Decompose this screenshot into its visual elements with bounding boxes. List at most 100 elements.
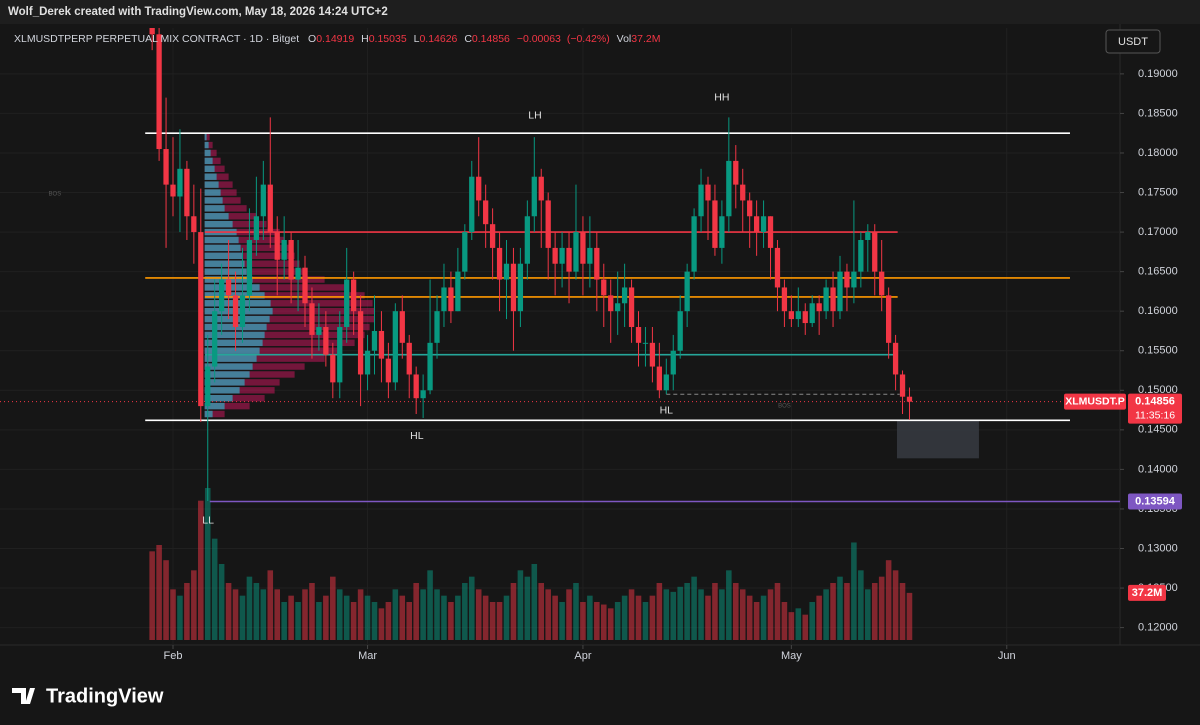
candle-body xyxy=(635,327,642,343)
candle-body xyxy=(663,374,669,391)
profile-up xyxy=(204,292,265,299)
candle-body xyxy=(691,216,697,272)
profile-up xyxy=(204,331,265,339)
volume-bar xyxy=(892,570,899,640)
candle-body xyxy=(885,295,892,343)
demand-zone xyxy=(896,420,979,459)
volume-bar xyxy=(545,589,551,640)
candle-body xyxy=(198,232,204,407)
profile-total xyxy=(204,133,210,141)
candle-body xyxy=(760,216,767,233)
x-tick-label: Mar xyxy=(358,650,377,662)
candle-body xyxy=(524,216,530,264)
annotation: LH xyxy=(528,110,541,122)
volume-bar xyxy=(788,612,795,640)
candle-body xyxy=(851,271,857,288)
volume-tag: 37.2M xyxy=(1132,587,1163,599)
candle-body xyxy=(469,176,475,233)
currency-button[interactable] xyxy=(1105,29,1161,54)
profile-up xyxy=(204,189,221,196)
candle-body xyxy=(615,303,621,312)
volume-bar xyxy=(635,595,642,640)
candle-body xyxy=(670,350,676,375)
volume-bar xyxy=(871,583,878,640)
volume-bar xyxy=(587,595,593,640)
x-tick-label: Jun xyxy=(998,650,1016,662)
volume-bar xyxy=(705,595,711,640)
candle-body xyxy=(406,342,412,375)
volume-bar xyxy=(323,595,329,640)
volume-bar xyxy=(274,589,280,640)
candle-body xyxy=(371,330,378,351)
volume-bar xyxy=(455,595,461,640)
candle-body xyxy=(218,279,225,312)
candle-body xyxy=(698,184,704,217)
profile-up xyxy=(204,379,245,386)
change: −0.00063 xyxy=(517,33,561,45)
candle-body xyxy=(462,232,468,272)
candle-body xyxy=(281,239,287,260)
candle-body xyxy=(802,311,808,324)
y-tick-label: 0.17500 xyxy=(1138,186,1178,198)
vol-value: 37.2M xyxy=(631,33,660,45)
candle-body xyxy=(246,239,253,296)
currency-button-label[interactable]: USDT xyxy=(1118,36,1148,48)
candle-body xyxy=(899,374,906,397)
candle-body xyxy=(302,267,308,304)
volume-bar xyxy=(462,583,468,640)
y-tick-label: 0.15000 xyxy=(1138,384,1178,396)
candle-body xyxy=(816,303,822,312)
profile-total xyxy=(204,220,267,228)
volume-bar xyxy=(809,602,815,640)
legend-line: XLMUSDTPERP PERPETUAL MIX CONTRACT · 1D … xyxy=(14,33,660,45)
volume-bar xyxy=(378,608,385,640)
candle-body xyxy=(483,200,489,225)
candle-body xyxy=(788,311,795,320)
price-tag: 0.14856 xyxy=(1135,396,1175,408)
volume-bar xyxy=(364,595,371,640)
volume-bar xyxy=(392,589,399,640)
volume-bar xyxy=(448,602,454,640)
profile-total xyxy=(204,410,225,418)
y-tick-label: 0.16000 xyxy=(1138,305,1178,317)
candle-body xyxy=(184,168,190,217)
candle-body xyxy=(441,287,447,312)
candle-body xyxy=(413,374,419,399)
volume-bar xyxy=(642,602,649,640)
candle-body xyxy=(392,311,398,383)
volume-tag-bg xyxy=(1128,584,1166,601)
candle-body xyxy=(385,358,392,383)
profile-up xyxy=(204,149,211,157)
volume-bar xyxy=(218,564,225,640)
candle-body xyxy=(538,176,544,201)
volume-bar xyxy=(156,545,162,640)
credit: Wolf_Derek created with TradingView.com,… xyxy=(8,6,388,18)
volume-bar xyxy=(760,595,767,640)
candle-body xyxy=(712,200,718,248)
volume-bar xyxy=(399,595,406,640)
volume-bar xyxy=(663,589,670,640)
candle-body xyxy=(767,216,774,248)
volume-bar xyxy=(350,602,357,640)
volume-bar xyxy=(295,602,301,640)
volume-bar xyxy=(246,576,253,640)
volume-bar xyxy=(795,608,802,640)
axes: 0.19000 0.18500 0.18000 0.17500 0.17000 0.165… xyxy=(164,68,1182,662)
volume-bar xyxy=(628,589,635,640)
annotation: HL xyxy=(660,405,674,417)
candle-body xyxy=(170,184,176,197)
profile-total xyxy=(204,284,345,291)
volume-bar xyxy=(594,602,600,640)
candle-body xyxy=(330,354,336,383)
close-value: 0.14856 xyxy=(472,33,510,45)
volume-bar xyxy=(573,583,579,640)
profile-up xyxy=(204,133,207,141)
y-tick-label: 0.14000 xyxy=(1138,463,1178,475)
profile-total xyxy=(204,307,375,315)
volume-bar xyxy=(517,570,524,640)
candle-body xyxy=(566,247,572,272)
logo: TradingView xyxy=(12,685,164,707)
candle-body xyxy=(573,232,579,272)
candle-body xyxy=(337,327,343,383)
high-value: 0.15035 xyxy=(369,33,407,45)
